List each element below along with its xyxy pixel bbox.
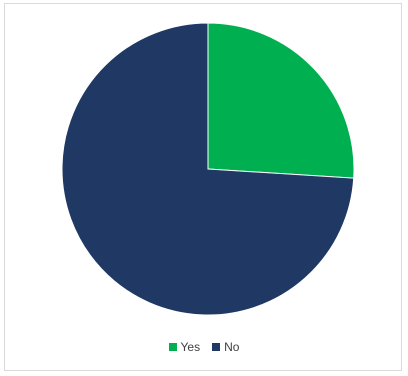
pie-slice-yes xyxy=(207,22,355,179)
legend-item-no: No xyxy=(212,340,239,354)
pie-slice-no xyxy=(61,22,355,316)
legend-item-yes: Yes xyxy=(168,340,201,354)
legend-swatch-yes xyxy=(168,343,177,351)
chart-legend: Yes No xyxy=(0,340,408,354)
legend-label-no: No xyxy=(224,340,240,354)
legend-label-yes: Yes xyxy=(180,340,201,354)
legend-swatch-no xyxy=(212,343,221,351)
